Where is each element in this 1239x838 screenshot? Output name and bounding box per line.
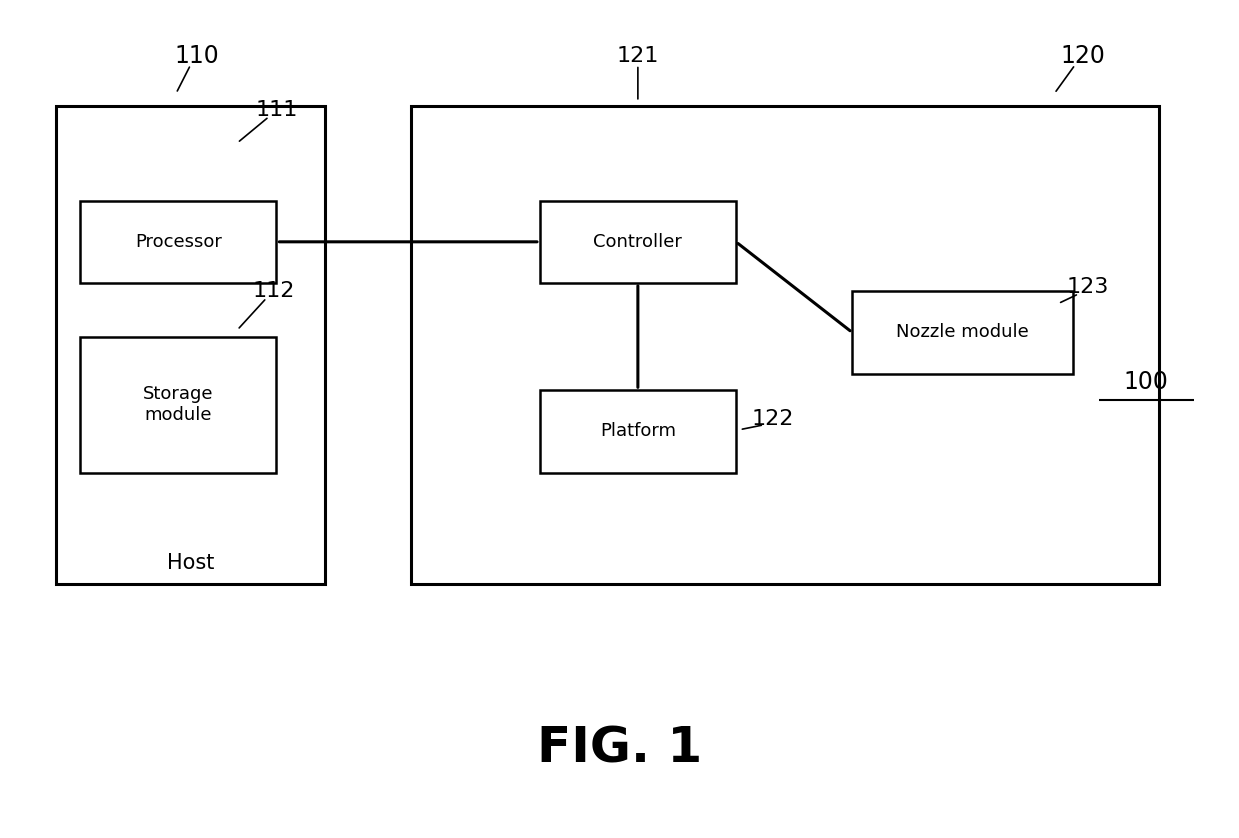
Text: 123: 123 — [1067, 277, 1109, 297]
FancyBboxPatch shape — [540, 200, 736, 283]
Text: Nozzle module: Nozzle module — [896, 323, 1028, 341]
Text: Storage
module: Storage module — [144, 385, 213, 424]
FancyBboxPatch shape — [540, 391, 736, 473]
Text: 111: 111 — [255, 100, 297, 120]
Text: 120: 120 — [1061, 44, 1105, 69]
Text: 112: 112 — [253, 282, 295, 302]
Text: 110: 110 — [175, 44, 219, 69]
Text: FIG. 1: FIG. 1 — [536, 725, 703, 773]
Text: Processor: Processor — [135, 233, 222, 251]
Text: Platform: Platform — [600, 422, 676, 440]
Text: Controller: Controller — [593, 233, 683, 251]
FancyBboxPatch shape — [852, 292, 1073, 374]
FancyBboxPatch shape — [81, 200, 276, 283]
FancyBboxPatch shape — [411, 106, 1158, 584]
Text: 121: 121 — [617, 46, 659, 66]
FancyBboxPatch shape — [81, 337, 276, 473]
Text: 122: 122 — [751, 409, 794, 429]
FancyBboxPatch shape — [56, 106, 326, 584]
Text: Host: Host — [167, 553, 214, 573]
Text: 100: 100 — [1124, 370, 1168, 394]
